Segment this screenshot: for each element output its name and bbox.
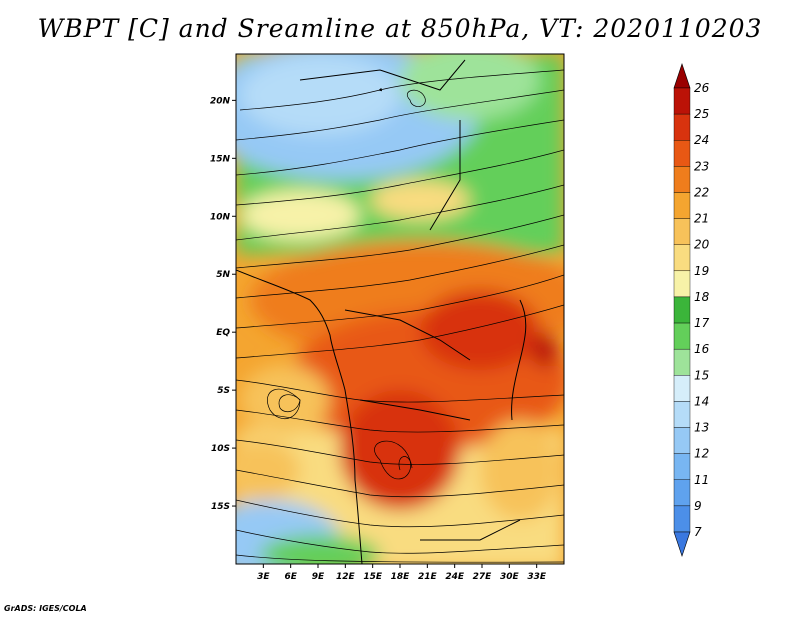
lat-tick-label: 15N [210, 154, 231, 164]
colorbar-label: 13 [694, 421, 709, 435]
colorbar-label: 7 [694, 525, 702, 539]
colorbar-label: 23 [694, 159, 709, 173]
colorbar-segment [673, 140, 691, 167]
streamlines [236, 69, 564, 563]
lon-tick-labels: 3E 6E 9E 12E 15E 18E 21E 24E 27E 30E 33E [257, 564, 547, 582]
lon-tick-label: 30E [500, 572, 520, 582]
colorbar-segment [673, 322, 691, 350]
colorbar-label: 20 [694, 238, 710, 252]
lat-tick-label: 5N [216, 270, 230, 280]
colorbar-segment [673, 87, 691, 115]
lon-tick-label: 12E [336, 572, 356, 582]
colorbar-segment [673, 453, 691, 480]
colorbar-segment [673, 166, 691, 193]
colorbar-label: 24 [694, 133, 709, 147]
lon-tick-label: 33E [527, 572, 547, 582]
lat-tick-label: 10S [211, 444, 230, 454]
colorbar-label: 9 [694, 499, 702, 513]
lat-tick-label: 15S [211, 502, 230, 512]
colorbar-segment [673, 296, 691, 324]
colorbar-label: 21 [694, 212, 709, 226]
footer-credit: GrADS: IGES/COLA [4, 604, 87, 613]
colorbar-segment [673, 192, 691, 219]
colorbar-label: 19 [694, 264, 709, 278]
colorbar-label: 17 [694, 316, 710, 330]
lon-tick-label: 3E [257, 572, 270, 582]
colorbar-label: 11 [694, 473, 709, 487]
lon-tick-label: 21E [418, 572, 438, 582]
colorbar-label: 12 [694, 447, 709, 461]
colorbar-segment [673, 479, 691, 507]
colorbar-label: 14 [694, 394, 709, 408]
lat-tick-label: EQ [216, 328, 230, 338]
colorbar-label: 26 [694, 81, 710, 95]
colorbar-segment [673, 401, 691, 428]
colorbar-label: 18 [694, 290, 710, 304]
colorbar-segment [673, 218, 691, 245]
lon-tick-label: 24E [445, 572, 465, 582]
colorbar-label: 15 [694, 368, 709, 382]
lon-tick-label: 18E [391, 572, 411, 582]
lat-tick-label: 10N [210, 212, 231, 222]
lat-tick-labels: 20N 15N 10N 5N EQ 5S 10S 15S [210, 96, 236, 512]
colorbar-bottom-arrow [673, 531, 691, 557]
colorbar-segment [673, 505, 691, 533]
lat-tick-label: 5S [217, 386, 230, 396]
colorbar-label: 25 [694, 107, 709, 121]
wbpt-field [236, 54, 564, 564]
lon-tick-label: 27E [473, 572, 493, 582]
coastline [236, 59, 527, 564]
colorbar-segment [673, 375, 691, 402]
colorbar-segment [673, 244, 691, 272]
colorbar-top-arrow [673, 63, 691, 89]
colorbar-label: 16 [694, 342, 710, 356]
lon-tick-label: 15E [363, 572, 383, 582]
colorbar-segment [673, 348, 691, 376]
colorbar-segment [673, 113, 691, 141]
lon-tick-label: 9E [312, 572, 325, 582]
colorbar: 26 25 24 23 22 21 20 19 18 17 16 15 14 13 12 11 9 7 [673, 63, 710, 557]
chart-title: WBPT [C] and Sreamline at 850hPa, VT: 20… [37, 14, 763, 43]
lat-tick-label: 20N [210, 96, 231, 106]
colorbar-label: 22 [694, 185, 709, 199]
colorbar-segment [673, 427, 691, 454]
lon-tick-label: 6E [284, 572, 297, 582]
colorbar-segment [673, 270, 691, 298]
